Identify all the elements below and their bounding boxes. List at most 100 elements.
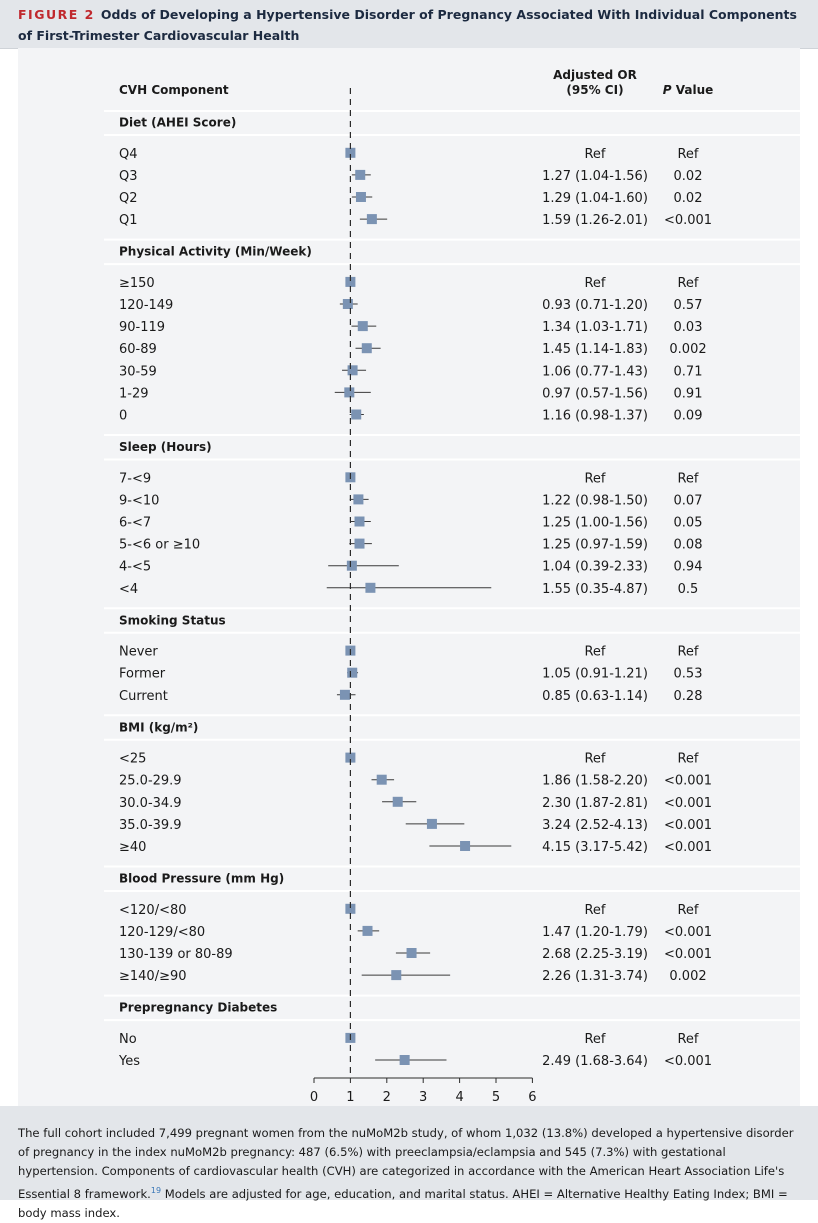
forest-row: 120-149 0.93 (0.71-1.20) 0.57: [119, 298, 702, 313]
or-ci-value: 1.47 (1.20-1.79): [542, 925, 648, 940]
column-header-or: Adjusted OR: [553, 68, 637, 82]
p-value: 0.02: [674, 191, 703, 206]
row-label: 120-129/<80: [119, 925, 205, 940]
forest-row: No Ref Ref: [119, 1032, 699, 1047]
or-ci-value: 1.04 (0.39-2.33): [542, 560, 648, 575]
or-marker: [391, 970, 402, 981]
p-value: <0.001: [664, 774, 712, 789]
p-value: <0.001: [664, 796, 712, 811]
or-marker: [366, 214, 377, 225]
footnote-text: The full cohort included 7,499 pregnant …: [18, 1124, 804, 1223]
or-marker: [460, 841, 471, 851]
p-value: 0.91: [674, 386, 703, 401]
or-ci-value: 1.06 (0.77-1.43): [542, 364, 648, 379]
or-ci-value: 1.25 (0.97-1.59): [542, 538, 648, 553]
or-marker: [345, 147, 356, 158]
x-tick-label: 4: [455, 1090, 463, 1105]
p-value: <0.001: [664, 1054, 712, 1069]
p-value: Ref: [677, 276, 698, 291]
column-header-ci: (95% CI): [566, 83, 623, 97]
forest-row: <4 1.55 (0.35-4.87) 0.5: [119, 582, 698, 597]
or-marker: [346, 560, 357, 571]
forest-row: ≥150 Ref Ref: [119, 276, 699, 291]
or-ci-value: 2.26 (1.31-3.74): [542, 969, 648, 984]
row-label: 5-<6 or ≥10: [119, 538, 200, 553]
or-marker: [365, 582, 376, 593]
row-label: Yes: [118, 1054, 140, 1069]
row-label: No: [119, 1032, 137, 1047]
section-label: Smoking Status: [119, 613, 226, 627]
row-label: <120/<80: [119, 903, 187, 918]
p-value: 0.5: [678, 582, 699, 597]
row-label: 35.0-39.9: [119, 818, 182, 833]
x-tick-label: 2: [383, 1090, 391, 1105]
or-marker: [344, 387, 355, 398]
forest-plot-panel: CVH Component Adjusted OR (95% CI) P Val…: [18, 48, 800, 1106]
p-value: Ref: [677, 471, 698, 486]
p-value: 0.03: [674, 320, 703, 335]
forest-row: 30.0-34.9 2.30 (1.87-2.81) <0.001: [119, 796, 712, 811]
or-ci-value: 3.24 (2.52-4.13): [542, 818, 648, 833]
p-value: <0.001: [664, 213, 712, 228]
or-ci-value: 1.16 (0.98-1.37): [542, 409, 648, 424]
or-marker: [355, 192, 366, 202]
forest-row: 1-29 0.97 (0.57-1.56) 0.91: [119, 386, 702, 401]
section-label: Physical Activity (Min/Week): [119, 245, 312, 259]
or-marker: [351, 409, 362, 420]
or-ci-value: 1.29 (1.04-1.60): [542, 191, 648, 206]
or-ci-value: Ref: [584, 1032, 605, 1047]
p-value: 0.09: [674, 409, 703, 424]
or-marker: [355, 169, 366, 180]
or-ci-value: 0.85 (0.63-1.14): [542, 689, 648, 704]
row-label: ≥140/≥90: [119, 969, 187, 984]
row-label: 30-59: [119, 364, 157, 379]
figure-title-block: FIGURE 2 Odds of Developing a Hypertensiv…: [18, 4, 808, 46]
or-ci-value: 1.05 (0.91-1.21): [542, 667, 648, 682]
forest-row: 7-<9 Ref Ref: [119, 471, 699, 486]
or-ci-value: 4.15 (3.17-5.42): [542, 840, 648, 855]
p-italic: P: [663, 83, 672, 97]
section-label: BMI (kg/m²): [119, 720, 198, 734]
or-ci-value: Ref: [584, 276, 605, 291]
forest-row: ≥140/≥90 2.26 (1.31-3.74) 0.002: [119, 969, 707, 984]
forest-row: 25.0-29.9 1.86 (1.58-2.20) <0.001: [119, 774, 712, 789]
or-marker: [342, 299, 353, 309]
or-ci-value: 1.86 (1.58-2.20): [542, 774, 648, 789]
x-tick-label: 1: [346, 1090, 354, 1105]
section-label: Blood Pressure (mm Hg): [119, 872, 284, 886]
or-marker: [354, 516, 365, 527]
footnote-body: The full cohort included 7,499 pregnant …: [18, 1126, 794, 1201]
p-value: <0.001: [664, 925, 712, 940]
forest-row: Never Ref Ref: [119, 645, 699, 660]
or-marker: [347, 667, 358, 678]
p-value: 0.05: [674, 516, 703, 531]
or-ci-value: 1.22 (0.98-1.50): [542, 493, 648, 508]
forest-row: 90-119 1.34 (1.03-1.71) 0.03: [119, 320, 702, 335]
row-label: 120-149: [119, 298, 173, 313]
or-ci-value: Ref: [584, 752, 605, 767]
or-ci-value: 2.49 (1.68-3.64): [542, 1054, 648, 1069]
x-tick-label: 6: [528, 1090, 536, 1105]
p-value: Ref: [677, 752, 698, 767]
or-ci-value: Ref: [584, 471, 605, 486]
row-label: Former: [119, 667, 166, 682]
p-value: 0.71: [674, 364, 703, 379]
p-value: 0.07: [674, 493, 703, 508]
or-marker: [376, 774, 387, 785]
row-label: Q4: [119, 147, 138, 162]
or-ci-value: Ref: [584, 147, 605, 162]
forest-row: Current 0.85 (0.63-1.14) 0.28: [119, 689, 702, 704]
row-label: 0: [119, 409, 127, 424]
section-label: Prepregnancy Diabetes: [119, 1001, 277, 1015]
p-value: 0.28: [674, 689, 703, 704]
row-label: 4-<5: [119, 560, 151, 575]
column-header-p-value: P Value: [663, 83, 714, 97]
forest-rows: Diet (AHEI Score) Q4 Ref Ref Q3 1.27 (1.04-1.…: [104, 110, 800, 1069]
or-ci-value: 1.59 (1.26-2.01): [542, 213, 648, 228]
or-ci-value: 1.34 (1.03-1.71): [542, 320, 648, 335]
or-ci-value: 1.55 (0.35-4.87): [542, 582, 648, 597]
forest-row: 35.0-39.9 3.24 (2.52-4.13) <0.001: [119, 818, 712, 833]
row-label: <25: [119, 752, 146, 767]
or-marker: [362, 925, 373, 936]
row-label: 30.0-34.9: [119, 796, 182, 811]
